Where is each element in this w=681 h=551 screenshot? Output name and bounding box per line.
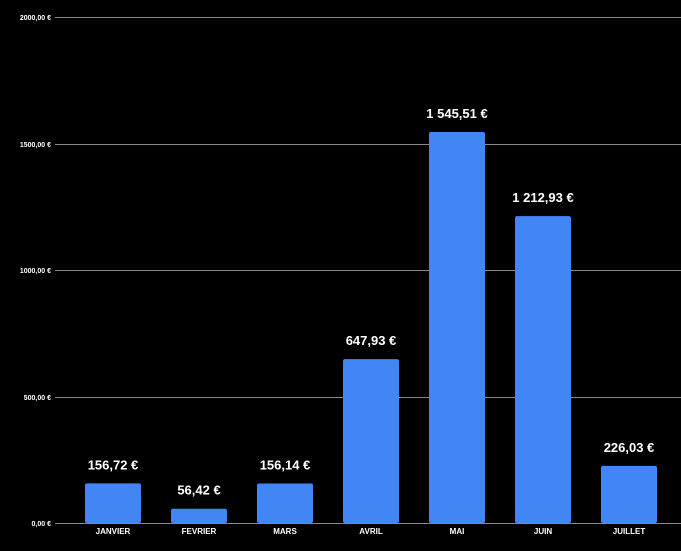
- bars: [85, 131, 657, 524]
- gridlines: [55, 17, 681, 524]
- y-tick-label: 2000,00 €: [20, 15, 51, 22]
- bar: [85, 483, 141, 523]
- x-tick-label: MARS: [273, 527, 297, 536]
- data-label: 56,42 €: [177, 483, 220, 498]
- bar: [343, 359, 399, 523]
- data-label: 156,72 €: [88, 457, 139, 472]
- data-labels: 156,72 € 56,42 € 156,14 € 647,93 € 1 545,51 …: [88, 106, 655, 498]
- y-tick-label: 1000,00 €: [20, 268, 51, 275]
- bar: [171, 508, 227, 523]
- bar: [601, 465, 657, 523]
- x-axis-tick-labels: JANVIER FEVRIER MARS AVRIL MAI JUIN JUILLET: [96, 527, 646, 536]
- bar: [515, 216, 571, 523]
- y-tick-label: 0,00 €: [32, 521, 52, 528]
- x-tick-label: AVRIL: [359, 527, 383, 536]
- x-tick-label: MAI: [450, 527, 465, 536]
- x-tick-label: JUILLET: [613, 527, 646, 536]
- bar: [257, 483, 313, 523]
- x-tick-label: JANVIER: [96, 527, 131, 536]
- data-label: 1 545,51 €: [426, 106, 487, 121]
- data-label: 647,93 €: [346, 333, 397, 348]
- x-tick-label: FEVRIER: [182, 527, 217, 536]
- y-tick-label: 1500,00 €: [20, 142, 51, 149]
- data-label: 1 212,93 €: [512, 190, 573, 205]
- data-label: 226,03 €: [604, 440, 655, 455]
- y-tick-label: 500,00 €: [24, 395, 51, 402]
- y-axis-tick-labels: 0,00 € 500,00 € 1000,00 € 1500,00 € 2000,00 …: [20, 15, 51, 528]
- x-tick-label: JUIN: [534, 527, 552, 536]
- data-label: 156,14 €: [260, 457, 311, 472]
- bar: [429, 131, 485, 524]
